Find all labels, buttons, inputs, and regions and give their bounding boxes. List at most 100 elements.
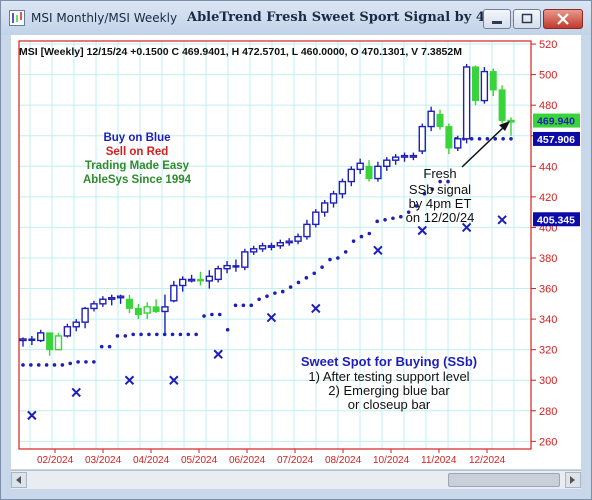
y-tick-label: 260	[539, 436, 557, 448]
ohlc-body	[108, 297, 116, 300]
scroll-left-button[interactable]	[11, 472, 27, 488]
y-tick-label: 340	[539, 314, 557, 326]
stop-x-marker	[169, 375, 179, 385]
support-dot	[312, 271, 317, 276]
support-dot	[147, 332, 151, 337]
note-trading-made-easy: Trading Made Easy	[85, 160, 190, 172]
x-tick-label: 03/2024	[85, 455, 122, 466]
y-tick-label: 300	[539, 375, 557, 387]
stop-x-marker	[71, 387, 81, 398]
support-dot	[107, 344, 112, 349]
y-tick-label: 420	[539, 192, 557, 204]
support-dot	[155, 332, 159, 337]
ohlc-body	[241, 251, 249, 268]
ohlc-body	[152, 306, 160, 312]
horizontal-scrollbar[interactable]	[11, 470, 581, 489]
sweet-spot-title: Sweet Spot for Buying (SSb)	[301, 354, 477, 369]
support-dot	[84, 360, 88, 364]
support-dot	[438, 179, 442, 184]
ohlc-body	[285, 240, 293, 244]
ohlc-body	[480, 70, 489, 102]
ohlc-body	[90, 303, 98, 310]
y-tick-label: 480	[539, 100, 557, 112]
support-dot	[76, 360, 80, 364]
support-dot	[217, 312, 222, 317]
minimize-button[interactable]	[483, 9, 511, 29]
y-tick-label: 380	[539, 253, 557, 265]
y-tick-label: 440	[539, 161, 557, 173]
fresh-line-2: SSb signal	[409, 182, 471, 197]
support-dot	[99, 344, 104, 349]
x-markers	[27, 215, 507, 421]
ohlc-body	[143, 306, 151, 314]
minimize-icon	[492, 21, 502, 24]
support-dot	[336, 256, 340, 260]
support-dot	[383, 217, 387, 222]
ohlc-body	[383, 159, 391, 168]
plot-border	[18, 40, 532, 450]
ohlc-body	[249, 248, 258, 253]
support-dot	[422, 192, 427, 196]
chart-axes: 2602803003203403603804004204404604805005…	[18, 39, 557, 466]
stop-x-marker	[124, 375, 135, 385]
support-dot	[186, 332, 191, 337]
support-dot	[60, 363, 65, 367]
window-title: MSI Monthly/MSI Weekly	[31, 11, 178, 25]
ohlc-body	[320, 202, 329, 213]
chart-area[interactable]: 2602803003203403603804004204404604805005…	[11, 35, 581, 469]
ohlc-body	[294, 235, 302, 242]
ohlc-body	[81, 307, 89, 323]
support-dot	[68, 361, 73, 366]
price-tags: 469.940 457.906 405.345	[533, 113, 580, 227]
ohlc-body	[258, 245, 267, 250]
ohlc-body	[54, 335, 63, 351]
support-dot	[123, 334, 128, 338]
ohlc-body	[179, 278, 187, 287]
ohlc-body	[374, 165, 382, 180]
ohlc-body	[427, 110, 435, 128]
last-price-tag: 469.940	[537, 116, 575, 128]
y-tick-label: 520	[539, 39, 557, 51]
x-tick-label: 10/2024	[373, 455, 410, 466]
support-dot	[430, 187, 435, 192]
scroll-thumb[interactable]	[448, 473, 560, 487]
support-dot	[29, 363, 33, 367]
support-price-tag-bg	[533, 131, 580, 146]
support-dot	[273, 291, 277, 295]
ohlc-body	[303, 223, 311, 238]
note-sell-on-red: Sell on Red	[106, 146, 169, 158]
support-dot	[501, 136, 505, 141]
ohlc-body	[472, 66, 480, 102]
ohlc-body	[125, 298, 133, 309]
ohlc-body	[312, 211, 320, 226]
ohlc-body	[454, 138, 462, 149]
ohlc-body	[329, 193, 338, 204]
ohlc-body	[72, 321, 80, 328]
support-dot	[485, 136, 490, 141]
ohlc-body	[232, 265, 240, 268]
support-dot	[446, 179, 450, 184]
note-ablesys: AbleSys Since 1994	[83, 174, 192, 186]
ohlc-body	[356, 162, 364, 171]
y-tick-label: 320	[539, 345, 557, 357]
maximize-button[interactable]	[513, 9, 541, 29]
ohlc-body	[170, 284, 178, 302]
fresh-signal-annotation: Fresh SSb signal by 4pm ET on 12/20/24	[406, 166, 475, 225]
support-dot	[304, 276, 309, 280]
price-chart[interactable]: 2602803003203403603804004204404604805005…	[11, 35, 581, 469]
stop-x-marker	[373, 245, 383, 256]
stop-x-marker	[417, 225, 427, 236]
close-button[interactable]	[543, 9, 583, 29]
marker-price-tag: 405.345	[537, 214, 575, 226]
support-dot	[210, 312, 214, 317]
support-dot	[265, 294, 269, 298]
y-tick-label: 360	[539, 284, 557, 296]
ohlc-body	[498, 89, 506, 121]
ohlc-body	[196, 278, 204, 282]
x-tick-label: 08/2024	[325, 455, 362, 466]
fresh-line-1: Fresh	[423, 166, 456, 181]
support-dot	[202, 314, 206, 318]
support-dot	[233, 303, 238, 308]
marker-price-tag-bg	[533, 212, 580, 227]
scroll-right-button[interactable]	[565, 472, 581, 488]
